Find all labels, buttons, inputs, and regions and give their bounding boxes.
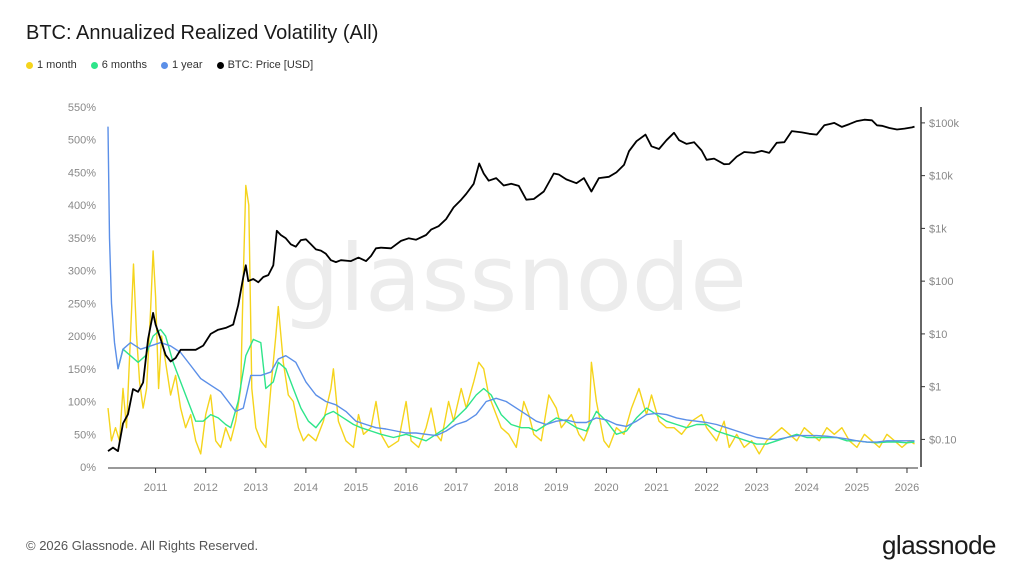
legend-label-price: BTC: Price [USD] [227, 59, 314, 71]
x-tick-label: 2022 [694, 482, 718, 494]
y-left-tick-label: 50% [74, 429, 96, 441]
x-tick-label: 2024 [795, 482, 819, 494]
x-tick-label: 2026 [895, 482, 919, 494]
y-right-tick-label: $1k [929, 223, 947, 235]
y-left-tick-label: 500% [68, 135, 96, 147]
legend: 1 month 6 months 1 year BTC: Price [USD] [26, 59, 313, 71]
right-axis: $0.10 $1 $10 $100 $1k $10k $100k [920, 107, 959, 467]
y-right-tick-label: $0.10 [929, 434, 957, 446]
x-axis: 2011 2012 2013 2014 2015 2016 2017 2018 2019 2020… [108, 467, 919, 494]
x-tick-label: 2019 [544, 482, 568, 494]
x-tick-label: 2013 [244, 482, 268, 494]
legend-label-1y: 1 year [172, 59, 203, 71]
y-left-tick-label: 350% [68, 233, 96, 245]
y-right-tick-label: $100k [929, 118, 959, 130]
y-right-tick-label: $10k [929, 171, 953, 183]
y-left-tick-label: 450% [68, 167, 96, 179]
x-tick-label: 2016 [394, 482, 418, 494]
y-left-tick-label: 150% [68, 364, 96, 376]
legend-dot-1y [161, 61, 168, 69]
x-tick-label: 2017 [444, 482, 468, 494]
x-tick-label: 2020 [594, 482, 618, 494]
chart-title: BTC: Annualized Realized Volatility (All… [26, 22, 379, 44]
y-left-tick-label: 100% [68, 397, 96, 409]
y-left-tick-label: 300% [68, 266, 96, 278]
series-line-price[interactable] [107, 118, 915, 452]
watermark: glassnode [281, 225, 747, 332]
legend-item-1y[interactable]: 1 year [161, 59, 203, 71]
y-left-tick-label: 0% [80, 462, 96, 474]
legend-dot-6m [90, 61, 98, 69]
legend-dot-1m [26, 61, 33, 69]
legend-label-6m: 6 months [101, 59, 147, 71]
y-left-tick-label: 250% [68, 298, 96, 310]
y-left-tick-label: 200% [68, 331, 96, 343]
legend-item-price[interactable]: BTC: Price [USD] [216, 59, 314, 71]
left-axis: 0% 50% 100% 150% 200% 250% 300% 350% 400% 450% 500… [68, 102, 96, 474]
y-left-tick-label: 550% [68, 102, 96, 114]
legend-item-6m[interactable]: 6 months [90, 59, 147, 71]
legend-dot-price [216, 61, 224, 69]
x-tick-label: 2012 [193, 482, 217, 494]
legend-item-1m[interactable]: 1 month [26, 59, 77, 71]
legend-label-1m: 1 month [37, 59, 77, 71]
y-right-tick-label: $100 [929, 276, 953, 288]
x-tick-label: 2025 [845, 482, 869, 494]
x-tick-label: 2014 [294, 482, 318, 494]
series-line-6m[interactable] [117, 328, 915, 445]
x-tick-label: 2018 [494, 482, 518, 494]
y-right-tick-label: $1 [929, 382, 941, 394]
x-tick-label: 2015 [344, 482, 368, 494]
copyright-text: © 2026 Glassnode. All Rights Reserved. [26, 538, 259, 553]
y-right-tick-label: $10 [929, 329, 947, 341]
y-left-tick-label: 400% [68, 200, 96, 212]
x-tick-label: 2011 [144, 482, 168, 494]
series-layer [107, 118, 915, 455]
x-tick-label: 2023 [744, 482, 768, 494]
series-line-1y[interactable] [107, 126, 915, 443]
series-line-1m[interactable] [107, 184, 915, 455]
x-tick-label: 2021 [644, 482, 668, 494]
glassnode-logo[interactable]: glassnode [881, 530, 997, 560]
